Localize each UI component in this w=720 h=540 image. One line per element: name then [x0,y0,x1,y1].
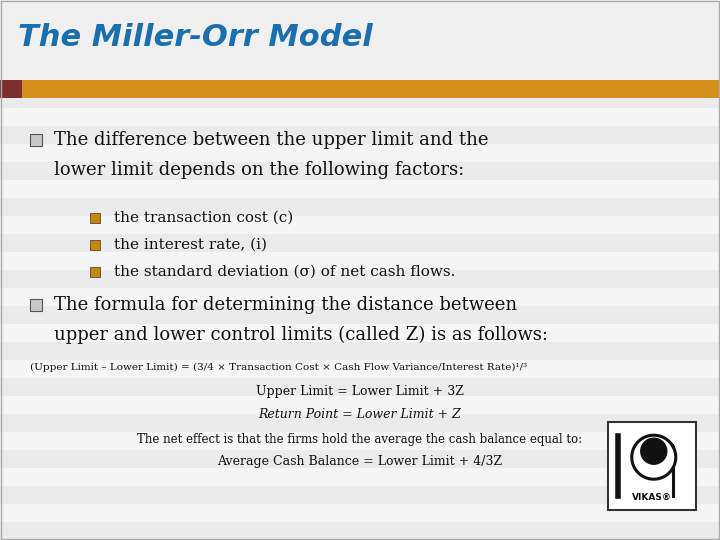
Text: Return Point = Lower Limit + Z: Return Point = Lower Limit + Z [258,408,462,421]
Bar [0,180,720,198]
Bar [0,126,720,144]
Bar [0,216,720,234]
Bar [0,144,720,162]
Text: The net effect is that the firms hold the average the cash balance equal to:: The net effect is that the firms hold th… [138,434,582,447]
Text: The difference between the upper limit and the: The difference between the upper limit a… [54,131,488,149]
Bar [0,450,720,468]
Bar [0,0,720,80]
Text: lower limit depends on the following factors:: lower limit depends on the following fac… [54,161,464,179]
Text: The formula for determining the distance between: The formula for determining the distance… [54,296,517,314]
Bar [0,342,720,360]
Bar [0,378,720,396]
Bar [0,252,720,270]
Bar [30,134,42,146]
Bar [0,468,720,486]
Bar [0,234,720,252]
Text: the interest rate, (i): the interest rate, (i) [114,238,267,252]
Text: the standard deviation (σ) of net cash flows.: the standard deviation (σ) of net cash f… [114,265,455,279]
Bar [0,90,720,108]
Bar [0,522,720,540]
Bar [30,299,42,311]
Bar [0,396,720,414]
Bar [0,306,720,324]
Bar [0,270,720,288]
Bar [0,18,720,36]
Bar [0,162,720,180]
Circle shape [641,438,667,464]
Text: The Miller-Orr Model: The Miller-Orr Model [18,24,373,52]
Bar [90,267,100,277]
Text: VIKAS®: VIKAS® [632,493,672,502]
Bar [0,108,720,126]
Bar [0,288,720,306]
Text: Average Cash Balance = Lower Limit + 4/3Z: Average Cash Balance = Lower Limit + 4/3… [217,456,503,469]
Text: the transaction cost (c): the transaction cost (c) [114,211,293,225]
Bar [0,36,720,54]
Bar [0,80,720,98]
Bar [0,324,720,342]
Bar [90,240,100,250]
Bar [0,414,720,432]
Bar [90,213,100,223]
Bar [0,72,720,90]
Text: Upper Limit = Lower Limit + 3Z: Upper Limit = Lower Limit + 3Z [256,386,464,399]
Text: upper and lower control limits (called Z) is as follows:: upper and lower control limits (called Z… [54,326,548,344]
Bar [0,360,720,378]
Bar [608,422,696,510]
Bar [0,80,22,98]
Bar [0,504,720,522]
Bar [0,198,720,216]
Bar [0,0,720,18]
Text: (Upper Limit – Lower Limit) = (3/4 × Transaction Cost × Cash Flow Variance/Inter: (Upper Limit – Lower Limit) = (3/4 × Tra… [30,362,527,372]
Bar [0,486,720,504]
Bar [0,432,720,450]
Bar [0,54,720,72]
